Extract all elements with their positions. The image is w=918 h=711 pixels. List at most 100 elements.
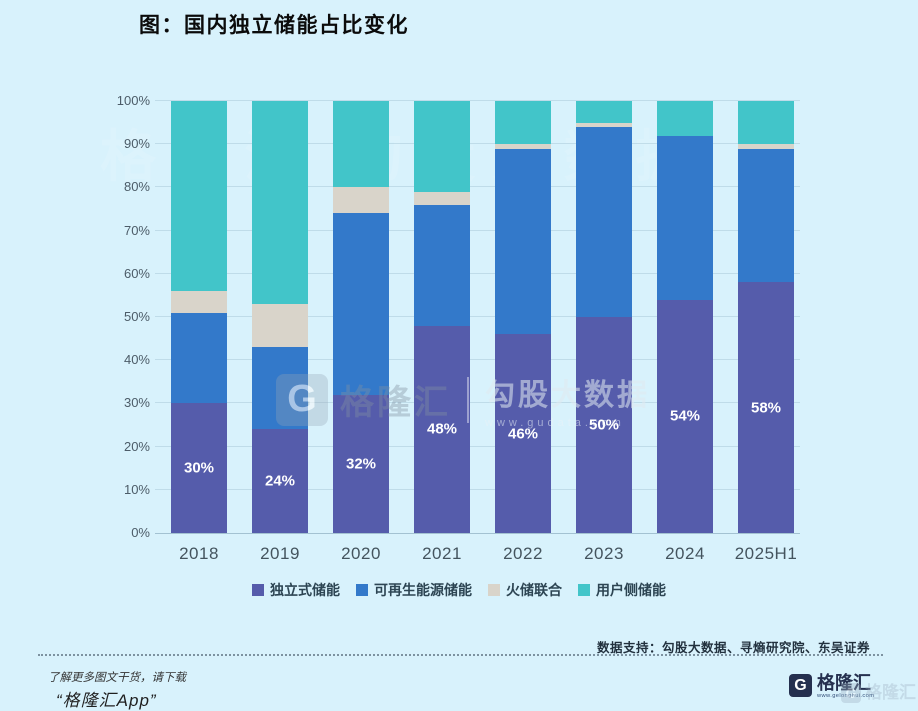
brand-url: www.gelonghui.com — [817, 692, 875, 699]
segment-user-side-2018 — [171, 101, 227, 292]
bar-value-label-2021: 48% — [426, 420, 458, 438]
bar-2022: 46% — [495, 101, 551, 533]
y-tick-label-70: 70% — [123, 222, 150, 238]
bar-value-label-2020: 32% — [345, 455, 377, 473]
y-tick-label-80: 80% — [123, 179, 150, 195]
x-axis-label-2024: 2024 — [665, 544, 705, 563]
segment-independent-2025H1: 58% — [738, 282, 794, 533]
y-tick-label-60: 60% — [123, 265, 150, 281]
segment-user-side-2024 — [657, 101, 713, 136]
segment-user-side-2020 — [333, 101, 389, 188]
dotted-divider — [38, 654, 883, 656]
segment-independent-2024: 54% — [657, 299, 713, 533]
segment-renewable-2019 — [252, 347, 308, 430]
promo-text-line1: 了解更多图文干货，请下载 — [48, 672, 186, 684]
data-support-note: 数据支持：勾股大数据、寻熵研究院、东吴证券 — [596, 641, 870, 655]
segment-thermal-hybrid-2022 — [495, 144, 551, 149]
bar-2019: 24% — [252, 101, 308, 533]
gridline-70 — [155, 229, 800, 231]
x-axis-label-2025H1: 2025H1 — [734, 544, 798, 563]
segment-independent-2022: 46% — [495, 334, 551, 533]
segment-user-side-2021 — [414, 101, 470, 192]
segment-user-side-2023 — [576, 101, 632, 123]
segment-user-side-2019 — [252, 101, 308, 305]
segment-thermal-hybrid-2025H1 — [738, 144, 794, 149]
segment-renewable-2021 — [414, 204, 470, 326]
y-tick-label-40: 40% — [123, 352, 150, 368]
x-axis-label-2023: 2023 — [584, 544, 624, 563]
bar-2024: 54% — [657, 101, 713, 533]
y-tick-label-100: 100% — [116, 93, 150, 108]
page-title: 图：国内独立储能占比变化 — [139, 14, 409, 37]
gridline-60 — [155, 272, 800, 274]
gridline-80 — [155, 186, 800, 188]
legend-swatch-user-side — [578, 584, 590, 596]
segment-independent-2021: 48% — [414, 325, 470, 533]
x-axis-label-2021: 2021 — [422, 544, 462, 563]
x-axis-label-2019: 2019 — [260, 544, 300, 563]
plot-area: 30% 24% 32% 48% 46% 50% 54% 58% — [155, 100, 800, 534]
bar-value-label-2025H1: 58% — [750, 399, 782, 417]
x-axis-label-2022: 2022 — [503, 544, 543, 563]
segment-independent-2019: 24% — [252, 429, 308, 533]
gridline-40 — [155, 359, 800, 361]
gridline-20 — [155, 445, 800, 447]
x-axis-label-2018: 2018 — [179, 544, 219, 563]
legend-item-user-side: 用户侧储能 — [578, 580, 666, 600]
y-tick-label-10: 10% — [123, 481, 150, 497]
brand-name: 格隆汇 — [817, 673, 871, 693]
y-tick-label-30: 30% — [123, 395, 150, 411]
bar-value-label-2023: 50% — [588, 416, 620, 434]
gridline-90 — [155, 143, 800, 145]
legend-label-user-side: 用户侧储能 — [596, 582, 666, 598]
segment-independent-2023: 50% — [576, 317, 632, 533]
brand-g-icon: G — [789, 674, 812, 697]
bar-2025H1: 58% — [738, 101, 794, 533]
y-tick-label-90: 90% — [123, 136, 150, 152]
bar-value-label-2019: 24% — [264, 472, 296, 490]
legend-swatch-independent — [252, 584, 264, 596]
gridline-100 — [155, 100, 800, 101]
segment-renewable-2024 — [657, 135, 713, 300]
gridline-50 — [155, 316, 800, 317]
segment-thermal-hybrid-2020 — [333, 187, 389, 214]
gridline-30 — [155, 402, 800, 404]
promo-text-line2: “格隆汇App” — [56, 691, 157, 710]
segment-independent-2018: 30% — [171, 403, 227, 533]
bar-2020: 32% — [333, 101, 389, 533]
legend-label-renewable: 可再生能源储能 — [374, 582, 472, 598]
segment-thermal-hybrid-2023 — [576, 122, 632, 127]
segment-thermal-hybrid-2021 — [414, 191, 470, 205]
segment-thermal-hybrid-2018 — [171, 291, 227, 313]
segment-renewable-2020 — [333, 213, 389, 395]
y-tick-label-50: 50% — [123, 309, 150, 324]
brand-logo-lockup: G 格隆汇 www.gelonghui.com — [789, 674, 897, 701]
legend-item-independent: 独立式储能 — [252, 580, 340, 600]
bar-value-label-2024: 54% — [669, 407, 701, 425]
segment-thermal-hybrid-2019 — [252, 304, 308, 348]
y-tick-label-20: 20% — [123, 438, 150, 454]
segment-renewable-2018 — [171, 312, 227, 404]
bar-value-label-2022: 46% — [507, 425, 539, 443]
legend-label-independent: 独立式储能 — [270, 582, 340, 598]
gridline-10 — [155, 488, 800, 490]
legend-item-renewable: 可再生能源储能 — [356, 580, 472, 600]
legend-item-thermal-hybrid: 火储联合 — [488, 580, 562, 600]
legend-swatch-thermal-hybrid — [488, 584, 500, 596]
chart-legend: 独立式储能 可再生能源储能 火储联合 用户侧储能 — [0, 580, 918, 600]
legend-label-thermal-hybrid: 火储联合 — [506, 582, 562, 598]
x-axis-label-2020: 2020 — [341, 544, 381, 563]
segment-renewable-2025H1 — [738, 148, 794, 283]
bar-2018: 30% — [171, 101, 227, 533]
bar-2023: 50% — [576, 101, 632, 533]
segment-renewable-2023 — [576, 126, 632, 317]
bar-2021: 48% — [414, 101, 470, 533]
segment-renewable-2022 — [495, 148, 551, 335]
bar-value-label-2018: 30% — [183, 459, 215, 477]
segment-user-side-2025H1 — [738, 101, 794, 145]
legend-swatch-renewable — [356, 584, 368, 596]
segment-independent-2020: 32% — [333, 394, 389, 533]
segment-user-side-2022 — [495, 101, 551, 145]
y-tick-label-0: 0% — [131, 525, 150, 540]
